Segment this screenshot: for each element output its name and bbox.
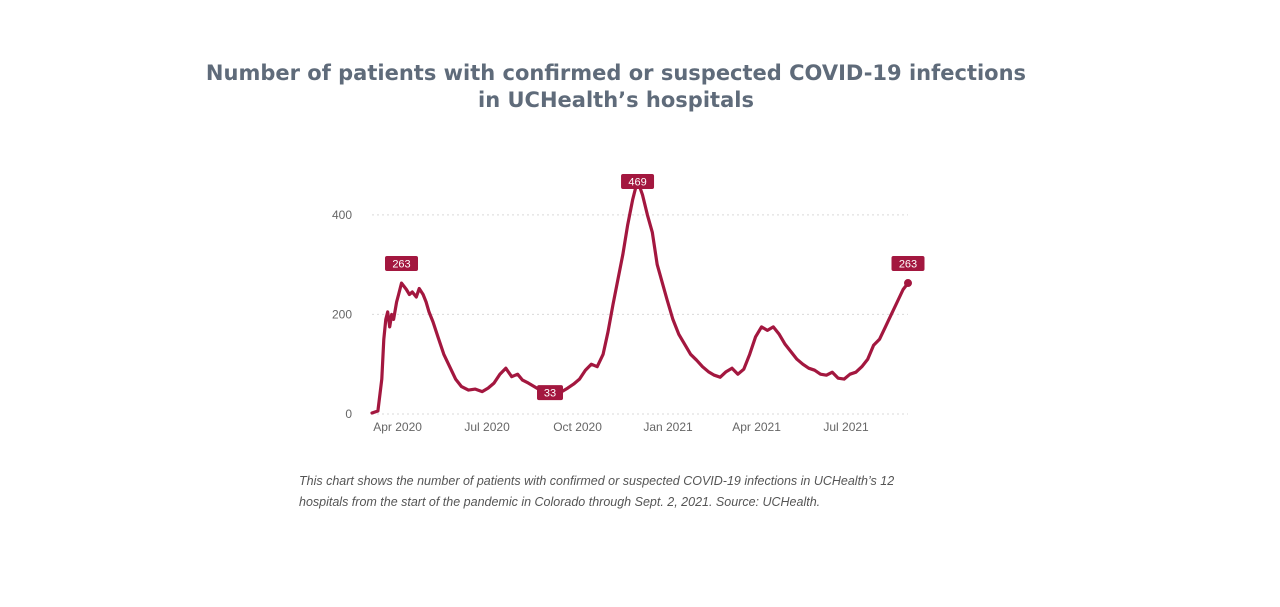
chart-caption: This chart shows the number of patients … — [299, 474, 895, 509]
callout-label: 33 — [544, 388, 556, 400]
chart-title: Number of patients with confirmed or sus… — [205, 61, 1027, 112]
x-axis-ticks: Apr 2020 Jul 2020 Oct 2020 Jan 2021 Apr 2021… — [373, 420, 869, 434]
y-tick-label: 400 — [332, 208, 352, 222]
x-tick-label: Jul 2020 — [464, 420, 510, 434]
series-line — [370, 178, 910, 415]
y-tick-label: 0 — [345, 407, 352, 421]
callout-box — [891, 256, 925, 272]
x-tick-label: Jan 2021 — [643, 420, 693, 434]
callout-box — [621, 174, 655, 189]
y-tick-label: 200 — [332, 307, 352, 321]
x-tick-label: Jul 2021 — [823, 420, 869, 434]
series-lines — [370, 178, 912, 415]
line-chart: 0 200 400 Apr 2020 Jul 2020 Oct 2020 Jan 2021… — [332, 174, 925, 434]
callout-box — [385, 256, 419, 272]
x-tick-label: Apr 2021 — [732, 420, 781, 434]
callout-box — [537, 385, 564, 401]
y-axis-ticks: 0 200 400 — [332, 208, 352, 421]
callout-label: 263 — [392, 259, 410, 271]
series-endpoint — [904, 279, 912, 288]
gridlines — [372, 214, 908, 415]
callout-label: 263 — [899, 259, 917, 271]
callout-labels: 263 33 469 263 — [385, 174, 925, 401]
x-tick-label: Oct 2020 — [553, 420, 602, 434]
callout-label: 469 — [628, 177, 646, 189]
x-tick-label: Apr 2020 — [373, 420, 422, 434]
